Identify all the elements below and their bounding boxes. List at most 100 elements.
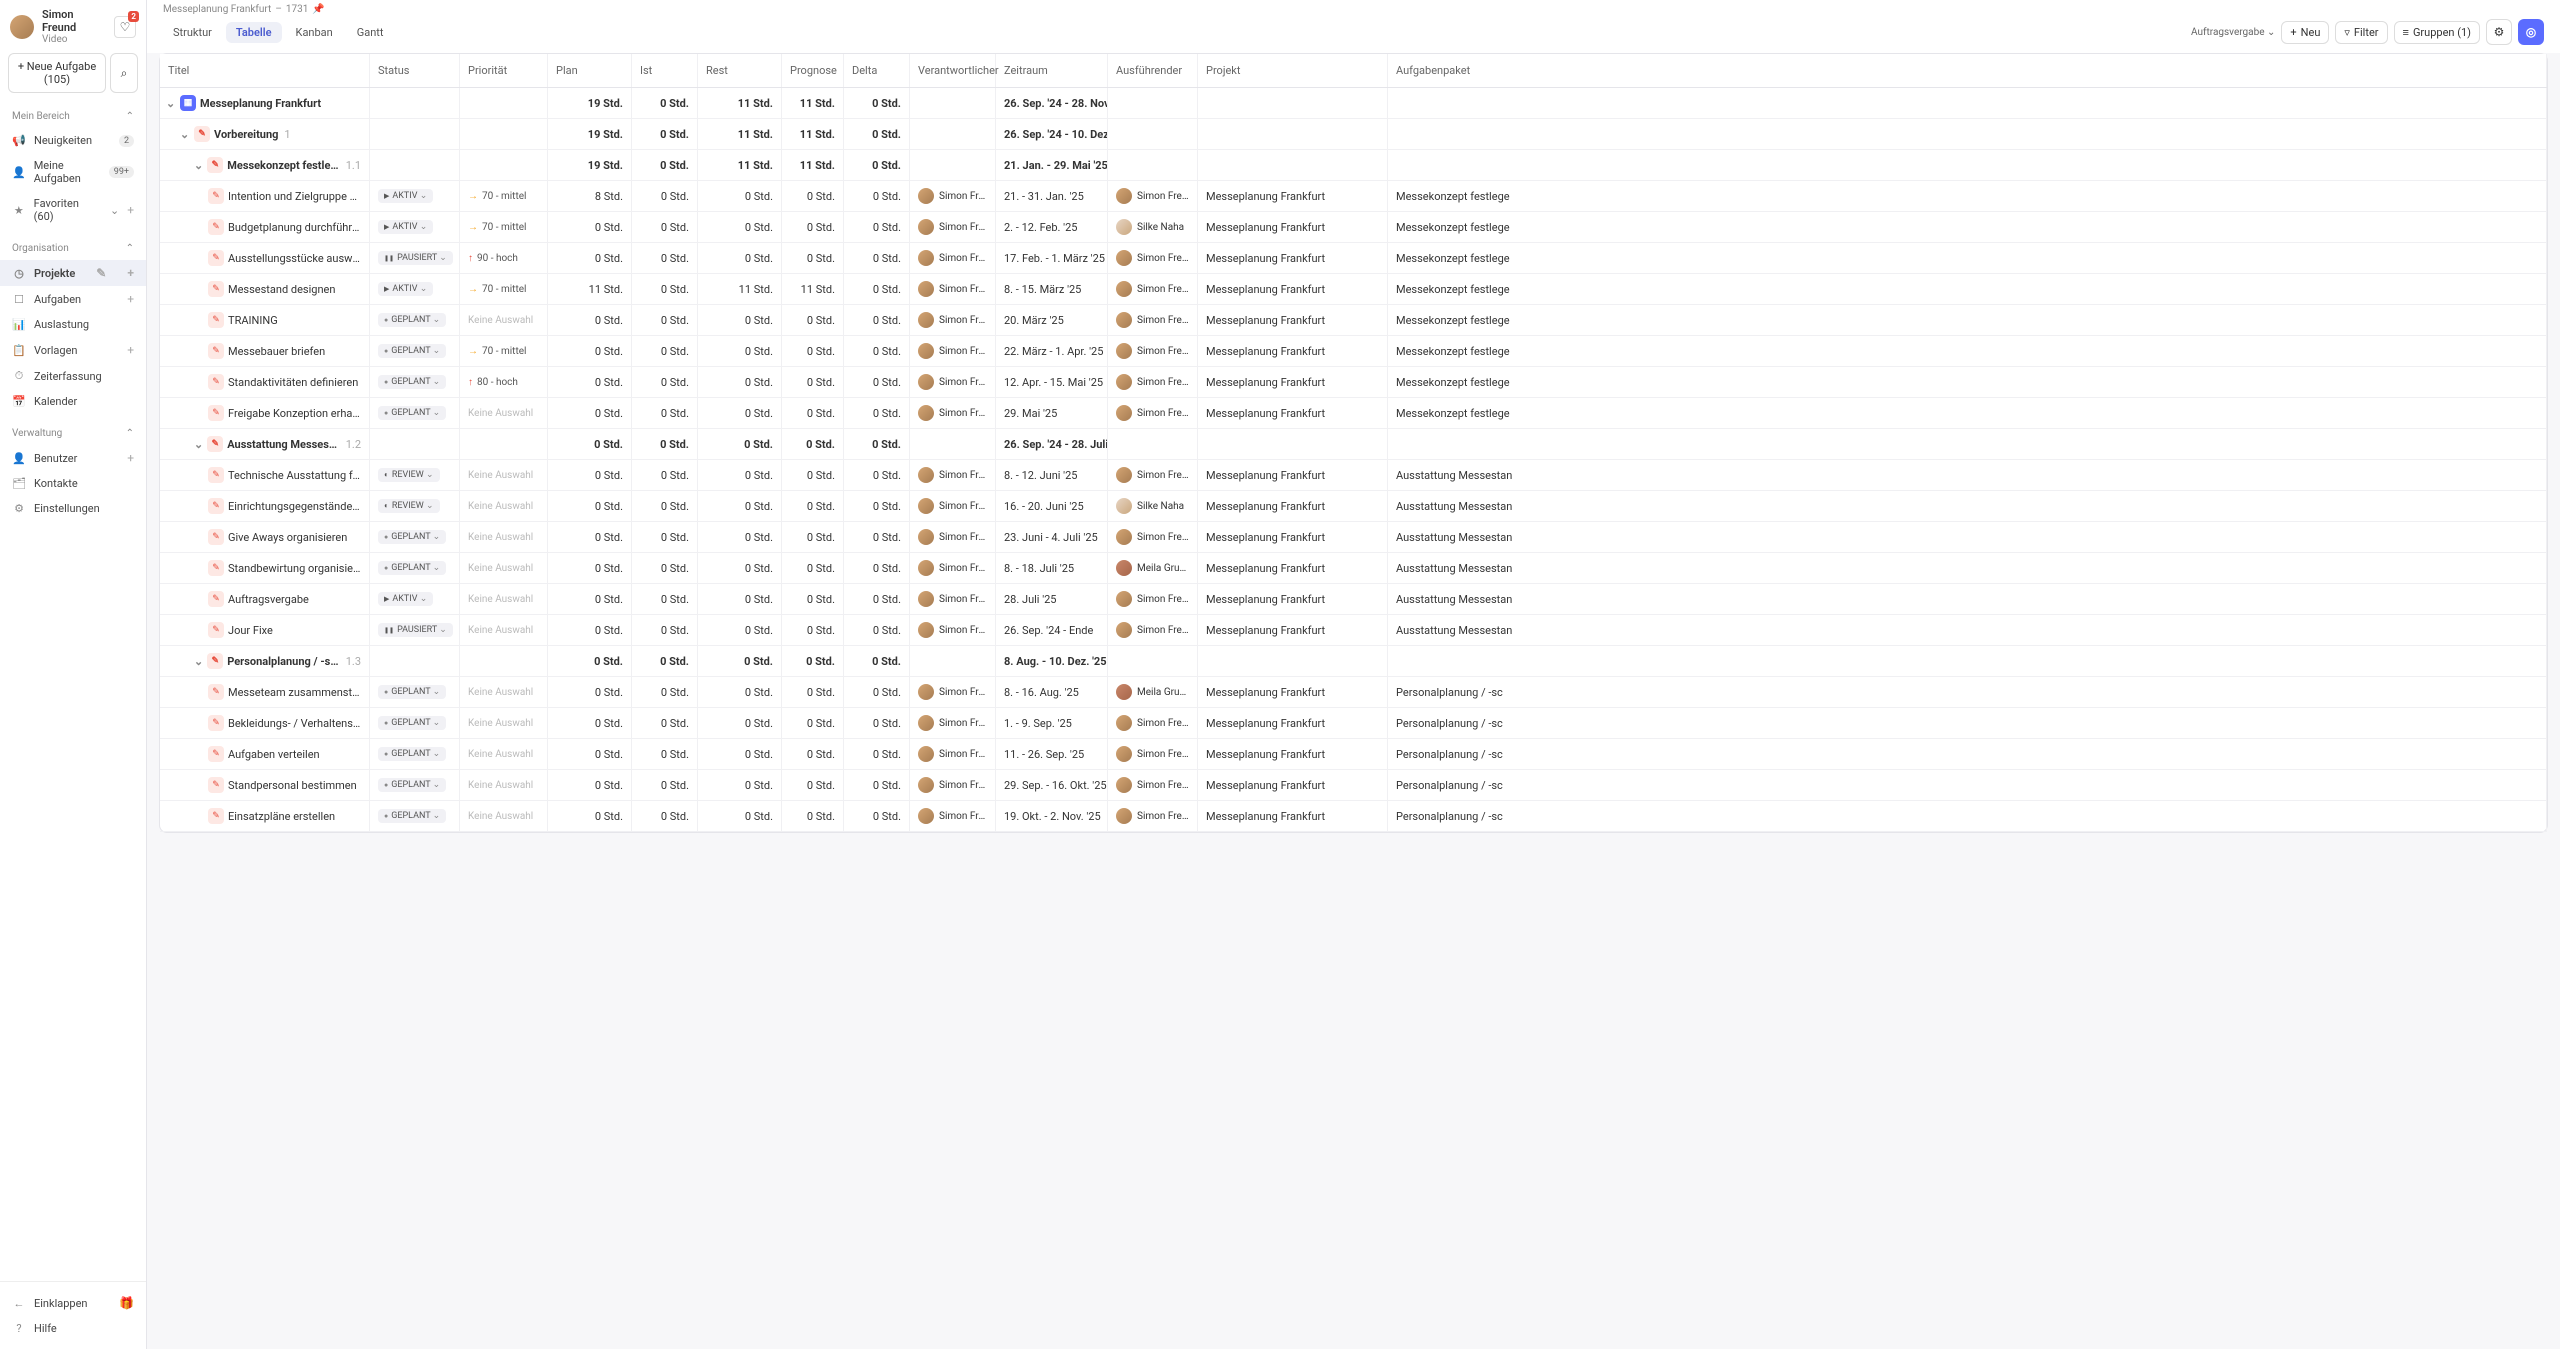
project-cell[interactable]: Messeplanung Frankfurt bbox=[1198, 181, 1388, 211]
filter-button[interactable]: ▿ Filter bbox=[2335, 21, 2387, 44]
responsible-person[interactable]: Simon Fre... bbox=[918, 312, 987, 328]
timeframe[interactable]: 19. Okt. - 2. Nov. '25 bbox=[996, 801, 1108, 831]
status-pill[interactable]: GEPLANT bbox=[378, 375, 446, 389]
responsible-person[interactable]: Simon Fre... bbox=[918, 746, 987, 762]
project-cell[interactable]: Messeplanung Frankfurt bbox=[1198, 739, 1388, 769]
groups-button[interactable]: ≡ Gruppen (1) bbox=[2394, 21, 2480, 44]
sidebar-item[interactable]: 👤Meine Aufgaben99+ bbox=[0, 153, 146, 191]
timeframe[interactable]: 20. März '25 bbox=[996, 305, 1108, 335]
executor-person[interactable]: Simon Fre... bbox=[1116, 312, 1189, 328]
table-row[interactable]: ✎Standpersonal bestimmenGEPLANTKeine Aus… bbox=[160, 770, 2547, 801]
status-pill[interactable]: AKTIV bbox=[378, 592, 433, 606]
status-pill[interactable]: GEPLANT bbox=[378, 685, 446, 699]
project-cell[interactable]: Messeplanung Frankfurt bbox=[1198, 274, 1388, 304]
project-cell[interactable] bbox=[1198, 646, 1388, 676]
column-header[interactable]: Ausführender bbox=[1108, 54, 1198, 87]
sidebar-item[interactable]: ◷Projekte✎+ bbox=[0, 260, 146, 286]
top-link[interactable]: Auftragsvergabe ⌄ bbox=[2191, 27, 2275, 38]
timeframe[interactable]: 21. Jan. - 29. Mai '25 bbox=[996, 150, 1108, 180]
plus-icon[interactable]: + bbox=[127, 292, 134, 306]
timeframe[interactable]: 22. März - 1. Apr. '25 bbox=[996, 336, 1108, 366]
view-tab[interactable]: Struktur bbox=[163, 22, 222, 43]
sidebar-item[interactable]: ⏱Zeiterfassung bbox=[0, 363, 146, 389]
package-cell[interactable]: Messekonzept festlege bbox=[1388, 305, 2547, 335]
status-pill[interactable]: AKTIV bbox=[378, 220, 433, 234]
project-cell[interactable]: Messeplanung Frankfurt bbox=[1198, 770, 1388, 800]
table-row[interactable]: ✎Technische Ausstattung festlegen...REVI… bbox=[160, 460, 2547, 491]
timeframe[interactable]: 21. - 31. Jan. '25 bbox=[996, 181, 1108, 211]
column-header[interactable]: Priorität bbox=[460, 54, 548, 87]
edit-icon[interactable]: ✎ bbox=[96, 266, 106, 280]
timeframe[interactable]: 11. - 26. Sep. '25 bbox=[996, 739, 1108, 769]
project-cell[interactable] bbox=[1198, 119, 1388, 149]
priority[interactable]: →70 - mittel bbox=[468, 222, 526, 233]
status-pill[interactable]: GEPLANT bbox=[378, 344, 446, 358]
expand-icon[interactable]: ⌄ bbox=[166, 97, 176, 110]
status-pill[interactable]: GEPLANT bbox=[378, 313, 446, 327]
table-group-row[interactable]: ⌄✎Ausstattung Messestand1.20 Std.0 Std.0… bbox=[160, 429, 2547, 460]
timeframe[interactable]: 26. Sep. '24 - 28. Juli '25 bbox=[996, 429, 1108, 459]
sidebar-item[interactable]: 📢Neuigkeiten2 bbox=[0, 128, 146, 153]
table-row[interactable]: ✎Jour FixePAUSIERTKeine Auswahl0 Std.0 S… bbox=[160, 615, 2547, 646]
executor-person[interactable]: Simon Fre... bbox=[1116, 281, 1189, 297]
table-row[interactable]: ✎Bekleidungs- / Verhaltensrichtlini...GE… bbox=[160, 708, 2547, 739]
table-group-row[interactable]: ⌄▦Messeplanung Frankfurt19 Std.0 Std.11 … bbox=[160, 88, 2547, 119]
responsible-person[interactable]: Simon Fre... bbox=[918, 777, 987, 793]
responsible-person[interactable]: Simon Fre... bbox=[918, 188, 987, 204]
status-pill[interactable]: GEPLANT bbox=[378, 406, 446, 420]
project-cell[interactable] bbox=[1198, 88, 1388, 118]
status-pill[interactable]: AKTIV bbox=[378, 282, 433, 296]
table-row[interactable]: ✎TRAININGGEPLANTKeine Auswahl0 Std.0 Std… bbox=[160, 305, 2547, 336]
project-cell[interactable]: Messeplanung Frankfurt bbox=[1198, 336, 1388, 366]
package-cell[interactable]: Messekonzept festlege bbox=[1388, 336, 2547, 366]
project-cell[interactable]: Messeplanung Frankfurt bbox=[1198, 491, 1388, 521]
package-cell[interactable]: Messekonzept festlege bbox=[1388, 367, 2547, 397]
expand-icon[interactable]: ⌄ bbox=[180, 128, 190, 141]
project-cell[interactable]: Messeplanung Frankfurt bbox=[1198, 212, 1388, 242]
sidebar-section-head[interactable]: Verwaltung⌃ bbox=[0, 422, 146, 445]
column-header[interactable]: Plan bbox=[548, 54, 632, 87]
timeframe[interactable]: 26. Sep. '24 - 28. Nov. '26 bbox=[996, 88, 1108, 118]
expand-icon[interactable]: ⌄ bbox=[194, 159, 203, 172]
timeframe[interactable]: 23. Juni - 4. Juli '25 bbox=[996, 522, 1108, 552]
plus-icon[interactable]: + bbox=[127, 343, 134, 357]
priority-none[interactable]: Keine Auswahl bbox=[468, 594, 533, 605]
priority[interactable]: →70 - mittel bbox=[468, 346, 526, 357]
table-group-row[interactable]: ⌄✎Personalplanung / -schulung1.30 Std.0 … bbox=[160, 646, 2547, 677]
timeframe[interactable]: 1. - 9. Sep. '25 bbox=[996, 708, 1108, 738]
table-row[interactable]: ✎Aufgaben verteilenGEPLANTKeine Auswahl0… bbox=[160, 739, 2547, 770]
package-cell[interactable]: Messekonzept festlege bbox=[1388, 181, 2547, 211]
view-tab[interactable]: Tabelle bbox=[226, 22, 282, 43]
table-row[interactable]: ✎Standaktivitäten definierenGEPLANT↑80 -… bbox=[160, 367, 2547, 398]
executor-person[interactable]: Simon Fre... bbox=[1116, 808, 1189, 824]
status-pill[interactable]: REVIEW bbox=[378, 499, 440, 513]
timeframe[interactable]: 29. Sep. - 16. Okt. '25 bbox=[996, 770, 1108, 800]
table-row[interactable]: ✎Freigabe Konzeption erhaltenGEPLANTKein… bbox=[160, 398, 2547, 429]
priority[interactable]: ↑80 - hoch bbox=[468, 377, 518, 388]
sidebar-item[interactable]: 📋Vorlagen+ bbox=[0, 337, 146, 363]
package-cell[interactable]: Personalplanung / -sc bbox=[1388, 677, 2547, 707]
status-pill[interactable]: GEPLANT bbox=[378, 747, 446, 761]
table-row[interactable]: ✎Messebauer briefenGEPLANT→70 - mittel0 … bbox=[160, 336, 2547, 367]
package-cell[interactable] bbox=[1388, 429, 2547, 459]
sidebar-item[interactable]: 🗂Kontakte bbox=[0, 471, 146, 496]
package-cell[interactable]: Messekonzept festlege bbox=[1388, 274, 2547, 304]
column-header[interactable]: Aufgabenpaket bbox=[1388, 54, 2547, 87]
column-header[interactable]: Prognose bbox=[782, 54, 844, 87]
project-cell[interactable]: Messeplanung Frankfurt bbox=[1198, 460, 1388, 490]
table-row[interactable]: ✎Ausstellungsstücke auswählenPAUSIERT↑90… bbox=[160, 243, 2547, 274]
user-block[interactable]: Simon Freund Video ♡ 2 bbox=[0, 0, 146, 53]
settings-button[interactable]: ⚙ bbox=[2486, 19, 2512, 45]
table-row[interactable]: ✎Messeteam zusammenstellenGEPLANTKeine A… bbox=[160, 677, 2547, 708]
priority-none[interactable]: Keine Auswahl bbox=[468, 625, 533, 636]
executor-person[interactable]: Simon Fre... bbox=[1116, 715, 1189, 731]
pin-icon[interactable]: 📌 bbox=[312, 4, 324, 15]
timeframe[interactable]: 12. Apr. - 15. Mai '25 bbox=[996, 367, 1108, 397]
new-task-button[interactable]: + Neue Aufgabe (105) bbox=[8, 53, 106, 93]
status-pill[interactable]: PAUSIERT bbox=[378, 623, 453, 637]
column-header[interactable]: Zeitraum bbox=[996, 54, 1108, 87]
executor-person[interactable]: Simon Fre... bbox=[1116, 250, 1189, 266]
responsible-person[interactable]: Simon Fre... bbox=[918, 808, 987, 824]
package-cell[interactable]: Messekonzept festlege bbox=[1388, 212, 2547, 242]
responsible-person[interactable]: Simon Fre... bbox=[918, 622, 987, 638]
